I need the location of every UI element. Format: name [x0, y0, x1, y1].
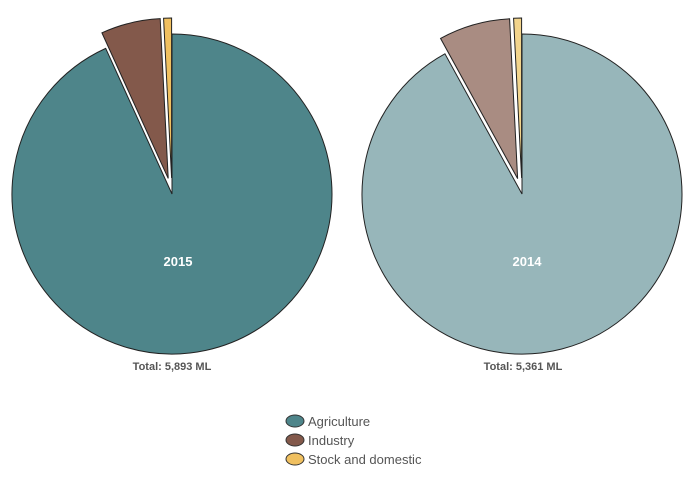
- pie-slice-2015-industry[interactable]: [101, 18, 169, 179]
- pie-center-label-2015: 2015: [164, 254, 193, 269]
- legend-label-agriculture: Agriculture: [308, 414, 370, 429]
- pie-chart-2015: 2015 Total: 5,893 ML: [11, 17, 333, 373]
- legend-swatch-agriculture: [285, 414, 305, 428]
- legend-item-agriculture[interactable]: Agriculture: [285, 414, 370, 429]
- legend-item-industry[interactable]: Industry: [285, 433, 355, 448]
- pie-slice-2014-industry[interactable]: [439, 18, 519, 179]
- pie-slice-2015-stock-and-domestic[interactable]: [163, 17, 173, 179]
- pie-chart-2014: 2014 Total: 5,361 ML: [361, 17, 683, 373]
- pie-total-label-2015: Total: 5,893 ML: [133, 361, 212, 373]
- pie-slice-2014-stock-and-domestic[interactable]: [513, 17, 523, 179]
- pie-total-label-2014: Total: 5,361 ML: [484, 361, 563, 373]
- pie-slice-2014-agriculture[interactable]: [361, 33, 683, 355]
- legend-label-industry: Industry: [308, 433, 355, 448]
- legend-swatch-stock-and-domestic: [285, 452, 305, 466]
- legend: Agriculture Industry Stock and domestic: [285, 414, 422, 467]
- pie-slice-2015-agriculture[interactable]: [11, 33, 333, 355]
- legend-item-stock-and-domestic[interactable]: Stock and domestic: [285, 452, 422, 467]
- legend-swatch-industry: [285, 433, 305, 447]
- pie-center-label-2014: 2014: [513, 254, 543, 269]
- legend-label-stock-and-domestic: Stock and domestic: [308, 452, 422, 467]
